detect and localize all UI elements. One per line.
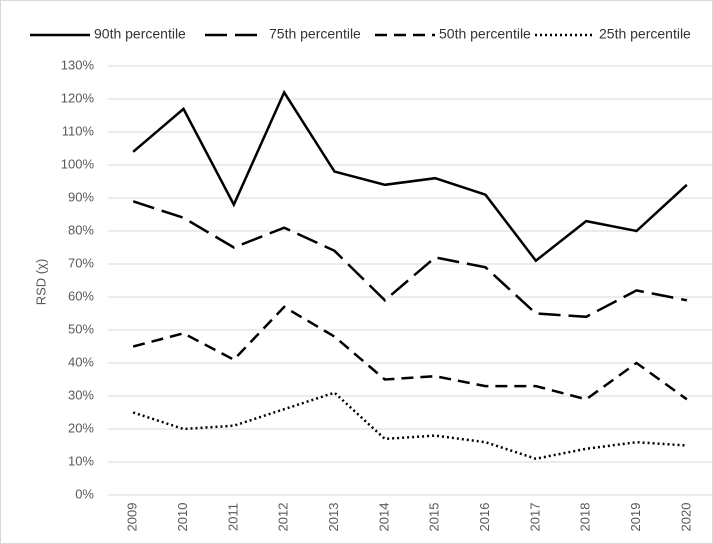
x-tick-label: 2009 <box>125 503 140 532</box>
y-tick-label: 130% <box>61 57 95 72</box>
y-tick-label: 40% <box>68 354 94 369</box>
y-tick-label: 0% <box>75 486 94 501</box>
legend-label: 25th percentile <box>599 26 691 42</box>
y-tick-label: 100% <box>61 156 95 171</box>
line-series <box>132 200 688 319</box>
y-axis-label: RSD (χ) <box>33 259 48 306</box>
x-tick-label: 2019 <box>628 503 643 532</box>
y-tick-label: 60% <box>68 288 94 303</box>
legend-label: 50th percentile <box>439 26 531 42</box>
y-tick-label: 120% <box>61 90 95 105</box>
x-tick-label: 2012 <box>276 503 291 532</box>
x-tick-label: 2016 <box>477 503 492 532</box>
x-tick-label: 2010 <box>175 503 190 532</box>
x-tick-label: 2015 <box>427 503 442 532</box>
y-tick-label: 110% <box>62 123 95 138</box>
legend: 90th percentile 75th percentile 50th perce… <box>30 26 691 42</box>
x-tick-label: 2017 <box>527 503 542 532</box>
line-series <box>132 89 688 263</box>
legend-label: 90th percentile <box>94 26 186 42</box>
x-tick-label: 2014 <box>376 503 391 532</box>
line-series <box>132 305 688 401</box>
y-tick-label: 10% <box>68 453 94 468</box>
x-tick-label: 2013 <box>326 503 341 532</box>
y-tick-label: 30% <box>68 387 94 402</box>
y-tick-label: 80% <box>68 222 94 237</box>
x-tick-label: 2011 <box>225 503 240 531</box>
y-tick-label: 70% <box>68 255 94 270</box>
line-series <box>132 391 687 460</box>
legend-label: 75th percentile <box>269 26 361 42</box>
x-tick-label: 2020 <box>678 503 693 532</box>
y-tick-label: 90% <box>68 189 94 204</box>
y-tick-label: 50% <box>68 321 94 336</box>
x-tick-label: 2018 <box>578 503 593 532</box>
y-tick-label: 20% <box>68 420 94 435</box>
